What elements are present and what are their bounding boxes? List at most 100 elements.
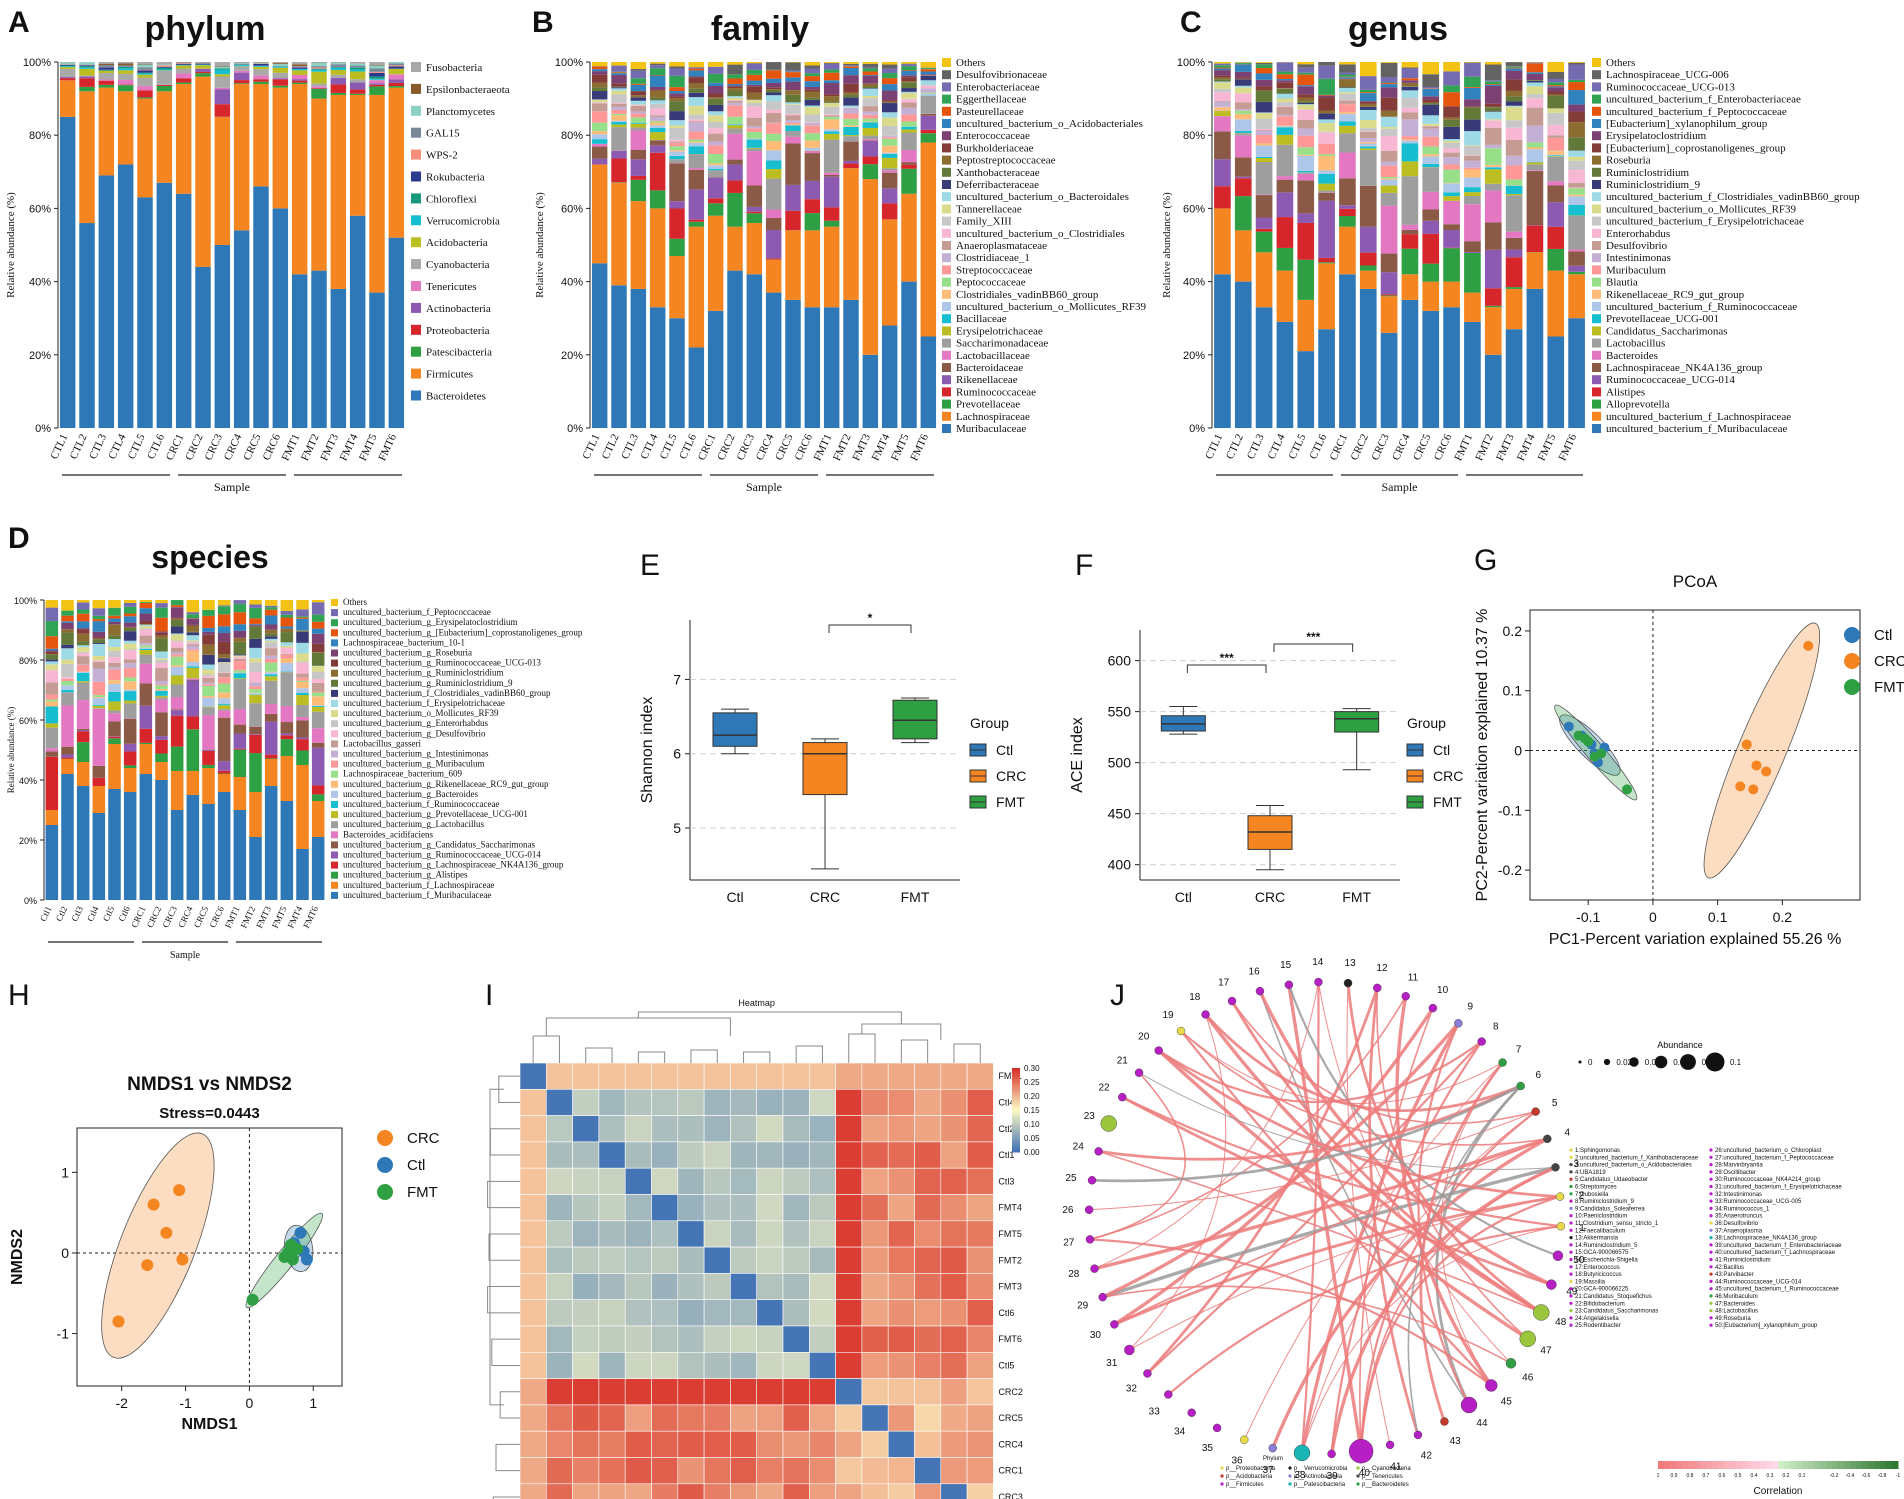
bar-ctl3-fusobacteria [98,62,115,64]
heatmap-cell-ctl4-ctl2 [572,1089,600,1116]
heatmap-cell-fmt3-ctl3 [624,1273,652,1301]
bar-fmt6-uncultured-bacterium-g-lachnospiraceae-nk4a136-group [311,785,325,795]
colorbar-segment-13 [1012,1104,1020,1108]
bar-fmt1-bacteroidaceae [823,174,840,177]
bar-fmt5-uncultured-bacterium-g-lactobacillus [280,672,294,707]
network-node-38 [1293,1444,1311,1462]
network-node-9 [1454,1019,1463,1028]
bar-fmt1-lachnospiraceae [823,226,840,308]
bar-ctl4-enterococcaceae [649,86,666,90]
taxon-legend-marker-48 [1709,1309,1713,1313]
bar-ctl6-uncultured-bacterium-f-erysipelotrichaceae [1318,131,1335,133]
legend-label-lactobacillus-gasseri: Lactobacillus_gasseri [343,738,421,748]
bar-crc3-enterococcaceae [746,84,763,87]
bar-fmt3-planctomycetes [330,62,347,65]
colorbar-segment-11 [1012,1098,1020,1103]
bar-fmt5-ruminococcaceae [901,164,917,169]
legend-label-bacillaceae: Bacillaceae [956,313,1007,325]
bar-fmt4-uncultured-bacterium-g-lachnospiraceae-nk4a136-group [296,739,309,751]
heatmap-cell-fmt6-fmt3 [730,1325,758,1353]
bar-crc2-uncultured-bacterium-g-eubacterium-coprostanoligenes-group [155,617,168,632]
bar-fmt6-acidobacteria [388,68,405,75]
network-node-39 [1327,1449,1336,1459]
bar-crc3-uncultured-bacterium-g-eubacterium-coprostanoligenes-group [170,605,184,608]
bar-ctl5-enterococcaceae [669,93,685,97]
point-fmt-5 [278,1251,291,1263]
bar-ctl2-bacteroides-acidifaciens [61,705,74,747]
network-node-48 [1533,1304,1550,1321]
taxon-legend-label-1: 1:Sphingomonas [1575,1148,1620,1154]
bar-fmt4-eubacterium-xylanophilum-group [1526,72,1544,74]
bar-crc4-prevotellaceae-ucg-001 [1401,143,1419,162]
legend-swatch-eubacterium-xylanophilum-group [1592,119,1601,128]
bar-fmt1-uncultured-bacterium-f-ruminococcaceae [233,673,247,679]
bar-ctl4-uncultured-bacterium-g-bacteroides [92,697,106,705]
bar-crc4-bacteroides [1401,224,1419,230]
bar-ctl6-erysipelatoclostridium [1318,95,1335,98]
legend-label-enterococcaceae: Enterococcaceae [956,130,1030,142]
bar-ctl3-proteobacteria [98,80,115,85]
bar-ctl3-uncultured-bacterium-g-eubacterium-coprostanoligenes-group [76,613,90,622]
heatmap-cell-crc1-crc4 [887,1457,915,1485]
bar-ctl2-uncultured-bacterium-f-lachnospiraceae [61,759,74,774]
taxon-legend-label-36: 36:Desulfovibrio [1715,1221,1759,1227]
bar-ctl3-cyanobacteria [98,72,115,80]
bar-crc1-enterobacteriaceae [707,66,724,74]
bar-crc6-uncultured-bacterium-f-ruminococcaceae [217,704,231,706]
bar-ctl4-intestinimonas [1276,114,1294,117]
bar-fmt4-uncultured-bacterium-f-erysipelotrichaceae [296,642,309,654]
legend-label-uncultured-bacterium-g-bacteroides: uncultured_bacterium_g_Bacteroides [343,789,478,799]
bar-crc3-uncultured-bacterium-f-peptococcaceae [1380,83,1398,85]
bar-ctl5-acidobacteria [137,74,153,78]
heatmap-cell-crc1-fmt6 [782,1457,810,1485]
bar-crc3-proteobacteria [214,104,231,117]
x-tick-label-fmt: FMT [901,889,930,905]
heatmap-cell-ctl3-crc2 [835,1167,863,1195]
phylum-legend-marker-p-bacteroidetes [1356,1482,1360,1486]
bar-ctl6-alloprevotella [1318,262,1335,264]
bar-fmt4-alistipes [1526,225,1544,253]
legend-label-proteobacteria: Proteobacteria [426,325,490,337]
bar-ctl1-uncultured-bacterium-g-ruminococcaceae-ucg-013 [45,651,59,655]
bar-crc2-uncultured-bacterium-f-muribaculaceae [1359,288,1377,428]
row-label-crc2: CRC2 [998,1387,1023,1397]
bar-crc5-ruminococcaceae-ucg-014 [1422,220,1440,234]
bar-fmt5-uncultured-bacterium-f-lachnospiraceae [1547,270,1565,337]
bar-ctl3-peptococcaceae [630,117,647,123]
x-tick-label-ctl4: Ctl4 [85,904,101,923]
bar-ctl3-saccharimonadaceae [630,127,647,131]
bar-ctl5-wps-2 [137,69,153,71]
heatmap-cell-ctl5-ctl4 [545,1352,573,1379]
network-node-5 [1531,1107,1540,1116]
bar-fmt5-chloroflexi [369,76,385,79]
bar-crc6-uncultured-bacterium-g-ruminococcaceae-ucg-014 [217,761,231,771]
bar-crc6-uncultured-bacterium-g-ruminiclostridium-9 [217,657,231,659]
bar-fmt3-uncultured-bacterium-f-ruminococcaceae [264,674,278,677]
heatmap-cell-ctl3-crc1 [914,1167,942,1195]
bar-crc5-prevotellaceae-ucg-001 [1422,163,1440,168]
bar-crc1-uncultured-bacterium-g-roseburia [139,613,153,621]
heatmap-cell-fmt4-fmt6 [782,1194,810,1222]
bar-ctl4-ruminococcaceae [649,152,666,191]
legend-swatch-clostridiales-vadinbb60-group [942,289,951,299]
y-tick-label-A: 80% [29,130,51,142]
bar-ctl5-tannerellaceae [669,125,685,128]
heatmap-cell-crc5-crc3 [940,1404,968,1432]
bar-crc4-uncultured-bacterium-f-ruminococcaceae [186,666,200,668]
bar-ctl5-uncultured-bacterium-g-ruminococcaceae-ucg-014 [108,736,121,737]
bar-crc2-lachnospiraceae-bacterium-609 [155,685,168,689]
x-tick-label-ctl4: CTL4 [1266,432,1288,461]
network-edge-22-49 [1121,1095,1552,1286]
bar-crc1-tannerellaceae [707,115,724,122]
bar-ctl5-uncultured-bacterium-f-peptococcaceae [1297,74,1315,86]
bar-crc1-cyanobacteria [175,68,192,74]
taxon-legend-marker-13 [1569,1236,1573,1240]
significance-label-crc-fmt: * [868,611,873,625]
heatmap-cell-fmt2-ctl6 [756,1246,784,1274]
panel-d-species: D species 0%20%40%60%80%100%Relative abu… [6,522,583,961]
heatmap-cell-crc2-fmt4 [651,1378,679,1406]
heatmap-cell-fmt6-ctl3 [624,1325,652,1353]
bar-fmt6-bacteroides [1568,249,1585,252]
y-tick-label-H: 1 [61,1164,69,1180]
bar-ctl2-uncultured-bacterium-f-ruminococcaceae [61,689,74,693]
